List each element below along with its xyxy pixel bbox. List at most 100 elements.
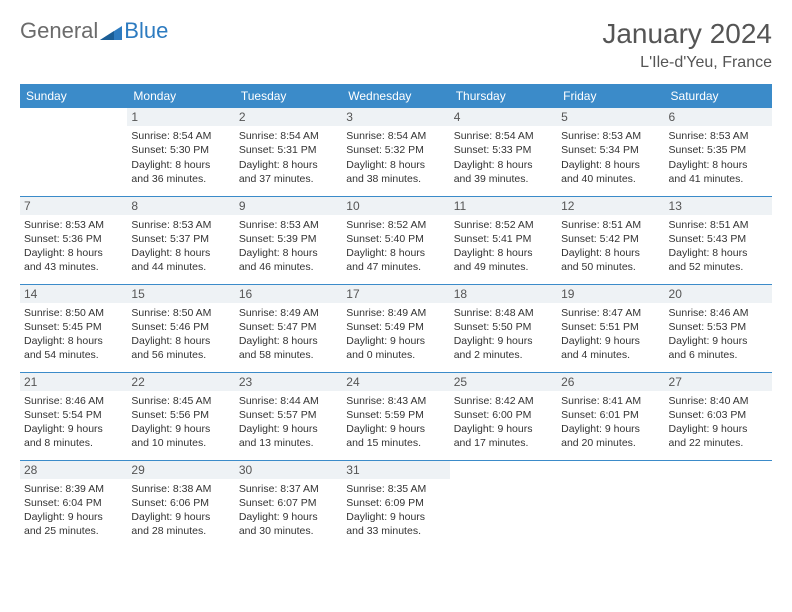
sunset-text: Sunset: 6:09 PM — [346, 496, 445, 510]
calendar-day-cell: 8 Sunrise: 8:53 AMSunset: 5:37 PMDaylight… — [127, 196, 234, 284]
sunset-text: Sunset: 6:07 PM — [239, 496, 338, 510]
daylight-text: Daylight: 9 hours — [346, 334, 445, 348]
calendar-day-cell: 12Sunrise: 8:51 AMSunset: 5:42 PMDayligh… — [557, 196, 664, 284]
calendar-day-cell: 26Sunrise: 8:41 AMSunset: 6:01 PMDayligh… — [557, 372, 664, 460]
day-number: 18 — [450, 285, 557, 303]
daylight-text: and 6 minutes. — [669, 348, 768, 362]
sunset-text: Sunset: 5:50 PM — [454, 320, 553, 334]
calendar-day-cell: 7Sunrise: 8:53 AMSunset: 5:36 PMDaylight… — [20, 196, 127, 284]
calendar-day-cell: 31Sunrise: 8:35 AMSunset: 6:09 PMDayligh… — [342, 460, 449, 548]
day-number: 26 — [557, 373, 664, 391]
daylight-text: and 0 minutes. — [346, 348, 445, 362]
sunrise-text: Sunrise: 8:42 AM — [454, 394, 553, 408]
calendar-day-cell: 23Sunrise: 8:44 AMSunset: 5:57 PMDayligh… — [235, 372, 342, 460]
daylight-text: Daylight: 8 hours — [131, 246, 230, 260]
daylight-text: and 39 minutes. — [454, 172, 553, 186]
daylight-text: and 52 minutes. — [669, 260, 768, 274]
calendar-day-cell: 5Sunrise: 8:53 AMSunset: 5:34 PMDaylight… — [557, 108, 664, 196]
day-number: 15 — [127, 285, 234, 303]
daylight-text: Daylight: 8 hours — [239, 334, 338, 348]
calendar-day-cell: 10Sunrise: 8:52 AMSunset: 5:40 PMDayligh… — [342, 196, 449, 284]
daylight-text: Daylight: 8 hours — [561, 158, 660, 172]
calendar-day-cell: 14Sunrise: 8:50 AMSunset: 5:45 PMDayligh… — [20, 284, 127, 372]
day-number: 21 — [20, 373, 127, 391]
daylight-text: and 30 minutes. — [239, 524, 338, 538]
daylight-text: and 4 minutes. — [561, 348, 660, 362]
daylight-text: and 10 minutes. — [131, 436, 230, 450]
sunset-text: Sunset: 5:59 PM — [346, 408, 445, 422]
calendar-day-cell: 6Sunrise: 8:53 AMSunset: 5:35 PMDaylight… — [665, 108, 772, 196]
sunrise-text: Sunrise: 8:43 AM — [346, 394, 445, 408]
sunrise-text: Sunrise: 8:53 AM — [131, 218, 230, 232]
logo-text-general: General — [20, 18, 98, 44]
daylight-text: Daylight: 8 hours — [454, 246, 553, 260]
day-number: 14 — [20, 285, 127, 303]
daylight-text: Daylight: 8 hours — [24, 334, 123, 348]
sunset-text: Sunset: 5:39 PM — [239, 232, 338, 246]
sunrise-text: Sunrise: 8:54 AM — [346, 129, 445, 143]
daylight-text: and 44 minutes. — [131, 260, 230, 274]
day-number: 17 — [342, 285, 449, 303]
weekday-header: Monday — [127, 84, 234, 108]
calendar-day-cell: 2Sunrise: 8:54 AMSunset: 5:31 PMDaylight… — [235, 108, 342, 196]
calendar-week-row: 7Sunrise: 8:53 AMSunset: 5:36 PMDaylight… — [20, 196, 772, 284]
daylight-text: and 37 minutes. — [239, 172, 338, 186]
daylight-text: Daylight: 9 hours — [131, 422, 230, 436]
day-number: 6 — [665, 108, 772, 126]
weekday-header-row: Sunday Monday Tuesday Wednesday Thursday… — [20, 84, 772, 108]
daylight-text: and 56 minutes. — [131, 348, 230, 362]
sunrise-text: Sunrise: 8:41 AM — [561, 394, 660, 408]
daylight-text: and 49 minutes. — [454, 260, 553, 274]
daylight-text: Daylight: 8 hours — [346, 246, 445, 260]
day-number: 8 — [127, 197, 234, 215]
day-number: 19 — [557, 285, 664, 303]
sunset-text: Sunset: 5:37 PM — [131, 232, 230, 246]
calendar-day-cell: 3Sunrise: 8:54 AMSunset: 5:32 PMDaylight… — [342, 108, 449, 196]
daylight-text: Daylight: 9 hours — [454, 422, 553, 436]
day-number: 29 — [127, 461, 234, 479]
calendar-day-cell: 15Sunrise: 8:50 AMSunset: 5:46 PMDayligh… — [127, 284, 234, 372]
sunrise-text: Sunrise: 8:49 AM — [239, 306, 338, 320]
calendar-day-cell — [665, 460, 772, 548]
calendar-day-cell — [20, 108, 127, 196]
day-number: 2 — [235, 108, 342, 126]
sunset-text: Sunset: 5:47 PM — [239, 320, 338, 334]
daylight-text: Daylight: 9 hours — [131, 510, 230, 524]
daylight-text: Daylight: 8 hours — [669, 246, 768, 260]
daylight-text: and 36 minutes. — [131, 172, 230, 186]
daylight-text: Daylight: 8 hours — [346, 158, 445, 172]
daylight-text: Daylight: 8 hours — [239, 246, 338, 260]
calendar-day-cell: 13Sunrise: 8:51 AMSunset: 5:43 PMDayligh… — [665, 196, 772, 284]
sunset-text: Sunset: 5:46 PM — [131, 320, 230, 334]
calendar-day-cell: 28Sunrise: 8:39 AMSunset: 6:04 PMDayligh… — [20, 460, 127, 548]
daylight-text: and 38 minutes. — [346, 172, 445, 186]
daylight-text: and 46 minutes. — [239, 260, 338, 274]
sunset-text: Sunset: 5:33 PM — [454, 143, 553, 157]
day-number: 1 — [127, 108, 234, 126]
day-number: 7 — [20, 197, 127, 215]
calendar-day-cell: 24Sunrise: 8:43 AMSunset: 5:59 PMDayligh… — [342, 372, 449, 460]
calendar-day-cell: 25Sunrise: 8:42 AMSunset: 6:00 PMDayligh… — [450, 372, 557, 460]
sunrise-text: Sunrise: 8:53 AM — [561, 129, 660, 143]
day-number: 28 — [20, 461, 127, 479]
sunrise-text: Sunrise: 8:52 AM — [346, 218, 445, 232]
day-number: 12 — [557, 197, 664, 215]
sunset-text: Sunset: 5:43 PM — [669, 232, 768, 246]
calendar-day-cell — [557, 460, 664, 548]
sunset-text: Sunset: 5:30 PM — [131, 143, 230, 157]
weekday-header: Tuesday — [235, 84, 342, 108]
daylight-text: and 17 minutes. — [454, 436, 553, 450]
sunrise-text: Sunrise: 8:51 AM — [669, 218, 768, 232]
daylight-text: Daylight: 9 hours — [239, 422, 338, 436]
sunset-text: Sunset: 5:31 PM — [239, 143, 338, 157]
calendar-day-cell: 30Sunrise: 8:37 AMSunset: 6:07 PMDayligh… — [235, 460, 342, 548]
daylight-text: and 47 minutes. — [346, 260, 445, 274]
sunset-text: Sunset: 5:49 PM — [346, 320, 445, 334]
daylight-text: Daylight: 9 hours — [454, 334, 553, 348]
sunset-text: Sunset: 5:40 PM — [346, 232, 445, 246]
daylight-text: Daylight: 9 hours — [346, 510, 445, 524]
daylight-text: and 50 minutes. — [561, 260, 660, 274]
sunrise-text: Sunrise: 8:52 AM — [454, 218, 553, 232]
calendar-day-cell: 16Sunrise: 8:49 AMSunset: 5:47 PMDayligh… — [235, 284, 342, 372]
daylight-text: and 58 minutes. — [239, 348, 338, 362]
